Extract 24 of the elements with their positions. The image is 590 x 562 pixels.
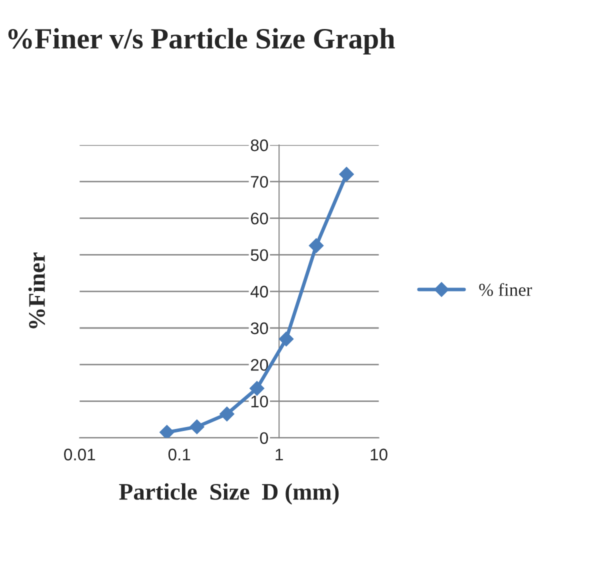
x-tick-label: 1 [276, 448, 283, 460]
point [220, 406, 234, 422]
x-tick-label: 0.01 [64, 448, 96, 460]
point [339, 166, 354, 182]
point [278, 332, 294, 346]
y-tick-label: 30 [250, 322, 268, 334]
y-tick-label: 70 [250, 176, 268, 188]
y-tick-label: 0 [260, 432, 268, 444]
point [160, 424, 174, 438]
point [190, 419, 204, 434]
point [308, 238, 324, 254]
y-tick-label: 10 [251, 396, 268, 408]
y-tick-label: 60 [250, 212, 268, 224]
legend-label: % finer [479, 283, 532, 296]
y-tick-label: 80 [250, 139, 268, 152]
x-tick-label: 0.1 [168, 448, 190, 460]
y-tick-label: 20 [250, 359, 268, 371]
point [250, 380, 264, 396]
y-tick-label: 50 [250, 249, 268, 261]
x-axis-title: Particle Size D (mm) [119, 483, 339, 505]
y-axis-title: %Finer [28, 252, 46, 328]
x-tick-label: 10 [370, 448, 388, 460]
chart-title: %Finer v/s Particle Size Graph [8, 28, 395, 55]
y-tick-label: 40 [250, 286, 268, 298]
